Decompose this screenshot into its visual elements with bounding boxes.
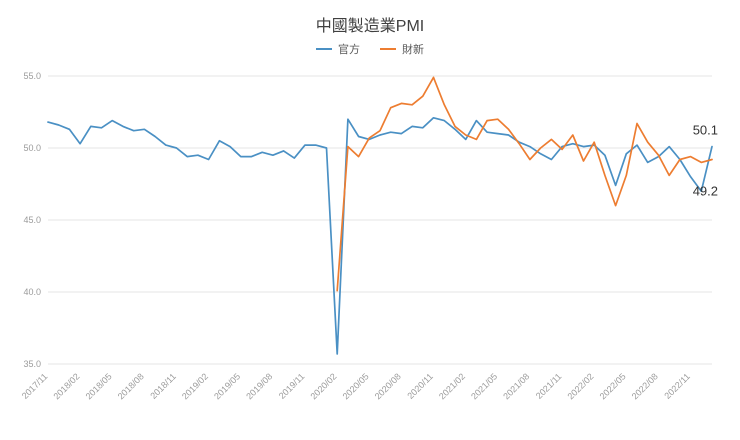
official-series-line [47, 116, 713, 355]
official-series-marker [316, 48, 332, 50]
x-axis-tick-label: 2018/02 [51, 371, 81, 401]
x-axis-tick-label: 2021/05 [469, 371, 499, 401]
y-axis-tick-label: 35.0 [23, 359, 41, 369]
x-axis-tick-label: 2022/05 [598, 371, 628, 401]
x-axis-tick-label: 2018/11 [148, 371, 178, 401]
x-axis-tick-label: 2020/11 [405, 371, 435, 401]
x-axis-tick-label: 2022/08 [630, 371, 660, 401]
x-axis-tick-label: 2018/08 [116, 371, 146, 401]
x-axis-tick-label: 2020/05 [341, 371, 371, 401]
x-axis-tick-label: 2019/02 [180, 371, 210, 401]
x-axis-tick-label: 2021/02 [437, 371, 467, 401]
x-axis-tick-label: 2022/02 [566, 371, 596, 401]
y-axis-tick-label: 45.0 [23, 215, 41, 225]
series-end-value-label: 50.1 [693, 123, 718, 138]
x-axis-tick-label: 2017/11 [20, 371, 50, 401]
caixin-series-label: 財新 [402, 44, 424, 56]
chart-legend: 官方 財新 [0, 42, 740, 56]
x-axis-tick-label: 2019/05 [212, 371, 242, 401]
legend-item-caixin[interactable]: 財新 [380, 41, 424, 57]
caixin-series-line [336, 76, 713, 292]
caixin-series-marker [380, 48, 396, 50]
x-axis-tick-label: 2022/11 [662, 371, 692, 401]
x-axis-tick-label: 2018/05 [84, 371, 114, 401]
chart-title: 中國製造業PMI [315, 18, 425, 35]
x-axis-tick-label: 2019/08 [244, 371, 274, 401]
official-series-label: 官方 [338, 44, 360, 56]
y-axis-tick-label: 50.0 [23, 143, 41, 153]
x-axis-tick-label: 2020/08 [373, 371, 403, 401]
y-axis-tick-label: 40.0 [23, 287, 41, 297]
legend-item-official[interactable]: 官方 [316, 41, 360, 57]
y-axis-tick-label: 55.0 [23, 71, 41, 81]
x-axis-tick-label: 2019/11 [277, 371, 307, 401]
x-axis-tick-label: 2020/02 [308, 371, 338, 401]
x-axis-tick-label: 2021/08 [501, 371, 531, 401]
x-axis-tick-label: 2021/11 [534, 371, 564, 401]
series-end-value-label: 49.2 [693, 184, 718, 199]
